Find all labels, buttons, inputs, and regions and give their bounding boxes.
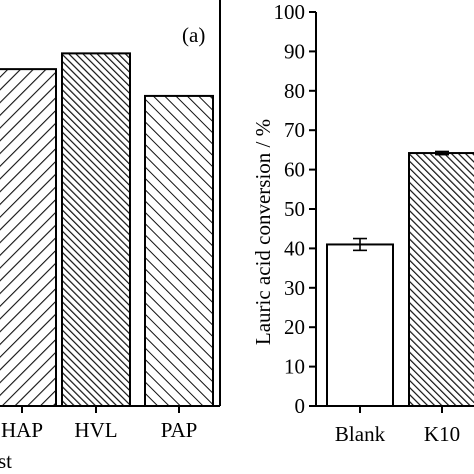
panel-b-y-tick-label-0: 0 (295, 394, 306, 418)
panel-a-bar-pap (144, 94, 214, 407)
panel-b-x-tick-label-blank: Blank (335, 422, 386, 446)
panel-b: 0 10 20 30 40 50 60 70 80 90 100 Blank K10 Lauric a… (251, 0, 474, 446)
panel-a-x-tick-label-hvl: HVL (74, 418, 117, 442)
panel-b-y-tick-label-50: 50 (284, 197, 305, 221)
panel-b-x-tick-label-k10: K10 (424, 422, 460, 446)
panel-b-y-tick-label-30: 30 (284, 276, 305, 300)
panel-b-y-tick-label-10: 10 (284, 355, 305, 379)
panel-b-bar-k10 (408, 152, 474, 407)
panel-b-y-tick-label-90: 90 (284, 39, 305, 63)
panel-b-y-tick-label-40: 40 (284, 236, 305, 260)
panel-a-bars (0, 52, 214, 408)
panel-b-y-tick-label-80: 80 (284, 79, 305, 103)
panel-b-bar-blank (326, 243, 394, 407)
panel-b-y-ticks: 0 10 20 30 40 50 60 70 80 90 100 (274, 0, 316, 418)
panel-a: HAP HVL PAP (a) st (0, 0, 221, 473)
panel-b-y-tick-label-100: 100 (274, 0, 306, 24)
panel-b-y-axis-label: Lauric acid conversion / % (251, 119, 275, 345)
panel-a-x-axis-label-fragment: st (0, 449, 12, 473)
panel-b-y-tick-label-20: 20 (284, 315, 305, 339)
panel-a-label: (a) (182, 23, 205, 47)
panel-b-y-tick-label-70: 70 (284, 118, 305, 142)
panel-b-x-ticks: Blank K10 (335, 406, 460, 446)
panel-b-bars (326, 150, 474, 407)
panel-a-x-tick-label-hap: HAP (1, 418, 43, 442)
panel-a-bar-hvl (61, 52, 131, 408)
panel-a-x-tick-label-pap: PAP (161, 418, 198, 442)
panel-a-x-ticks: HAP HVL PAP (1, 406, 197, 442)
panel-b-y-tick-label-60: 60 (284, 158, 305, 182)
panel-a-bar-hap (0, 68, 57, 407)
